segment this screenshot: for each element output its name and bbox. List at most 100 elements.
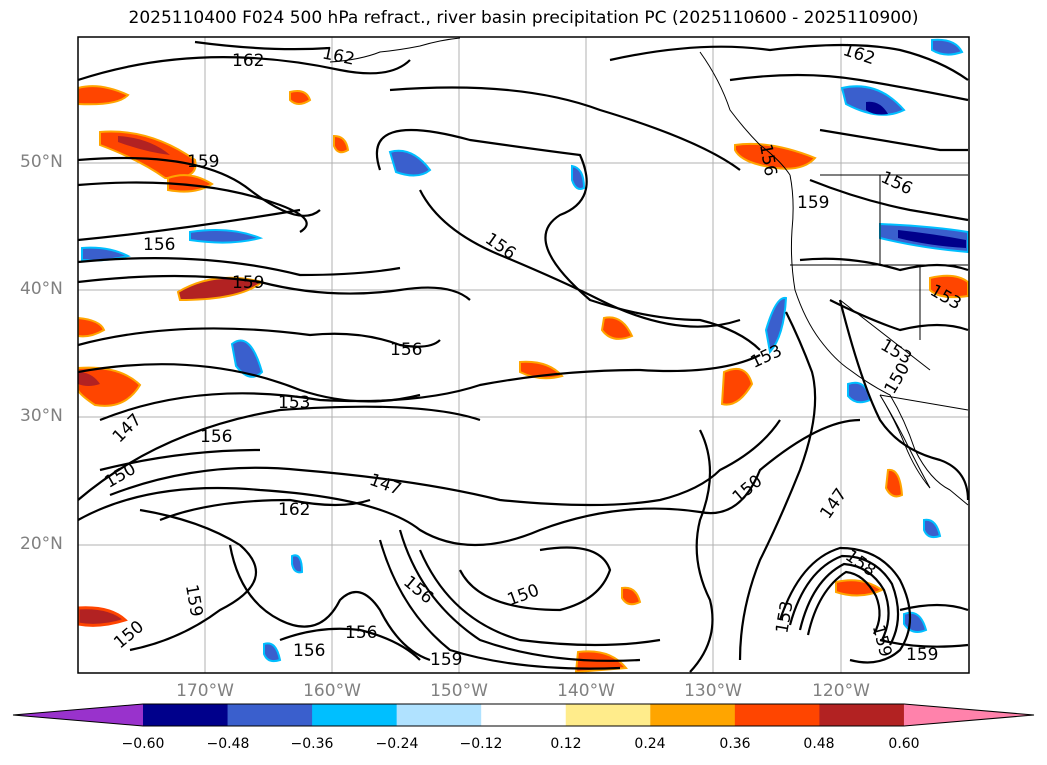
contour-label: 159 (187, 152, 219, 172)
shade-negative-area (291, 554, 304, 574)
colorbar-outline (12, 703, 1035, 727)
lat-label-30: 30°N (20, 406, 63, 426)
shaded-precip-areas (78, 38, 969, 673)
shade-negative-area (898, 230, 966, 248)
shade-positive-area (720, 368, 754, 406)
contour-label: 159 (430, 650, 462, 670)
colorbar-tick: −0.12 (459, 736, 503, 752)
lon-label-170w: 170°W (176, 681, 234, 701)
contour-label: 159 (232, 273, 264, 293)
contour-line (378, 539, 621, 670)
colorbar-tick: 0.12 (550, 736, 582, 752)
colorbar-extend-max (903, 704, 1034, 726)
contour-label: 159 (797, 193, 829, 213)
shade-negative-area (263, 642, 282, 663)
shade-positive-area (621, 586, 642, 606)
coastline-alaska (329, 37, 461, 63)
shade-negative-area (764, 296, 788, 355)
colorbar-segment (481, 704, 567, 726)
shade-positive-area (734, 142, 817, 170)
contour-line (279, 627, 421, 661)
shade-positive-area (167, 174, 214, 193)
contour-line (419, 189, 741, 328)
contour-line (738, 311, 817, 661)
contour-line (78, 327, 441, 348)
gridlines (78, 37, 969, 673)
colorbar-tick: −0.48 (206, 736, 250, 752)
state-border (839, 299, 931, 371)
contour-line (689, 429, 714, 673)
colorbar-segment (227, 704, 313, 726)
shade-negative-area (840, 85, 906, 116)
contour-line (194, 40, 331, 51)
lon-label-120w: 120°W (812, 681, 870, 701)
shade-positive-area (289, 90, 312, 105)
colorbar-segment (143, 704, 229, 726)
contour-line (78, 274, 471, 301)
contour-line (609, 43, 969, 81)
contour-line (99, 354, 761, 422)
contour-line (78, 181, 308, 233)
colorbar-extend-min (13, 704, 143, 726)
colorbar-tick: −0.36 (290, 736, 334, 752)
map-background (78, 37, 969, 673)
contour-line (778, 546, 911, 664)
border-us-mexico (879, 394, 969, 411)
contour-line (459, 546, 612, 612)
contour-line (806, 570, 881, 636)
contour-line (375, 128, 761, 351)
colorbar-segments (13, 704, 1034, 726)
contour-line (129, 508, 257, 652)
lon-label-130w: 130°W (684, 681, 742, 701)
coastline-north-america (789, 174, 969, 506)
contour-label: 159 (906, 645, 938, 665)
shade-positive-area (835, 579, 885, 597)
lat-label-20: 20°N (20, 534, 63, 554)
lon-label-160w: 160°W (303, 681, 361, 701)
contour-line (899, 603, 969, 612)
contour-line (109, 419, 781, 507)
colorbar-segment (565, 704, 651, 726)
colorbar-segment (396, 704, 482, 726)
contour-line (729, 73, 969, 102)
shade-positive-area (78, 316, 106, 338)
contour-line (799, 257, 969, 272)
contour-line (78, 257, 401, 277)
shade-negative-area (189, 229, 264, 244)
contour-line (879, 638, 969, 648)
contour-line (398, 529, 641, 662)
shade-negative-area (388, 149, 432, 177)
shade-positive-area (929, 274, 969, 299)
lat-label-40: 40°N (20, 279, 63, 299)
colorbar-tick: 0.48 (803, 736, 835, 752)
contour-line (78, 56, 411, 82)
contour-line (418, 549, 661, 647)
contour-line (829, 299, 969, 332)
coastline-alaska (699, 51, 791, 176)
map-plot[interactable]: 162 162 162 159 156 159 156 156 153 156 … (0, 0, 1047, 700)
contour-label: 156 (345, 623, 377, 643)
shade-positive-area (884, 468, 904, 498)
lon-label-150w: 150°W (430, 681, 488, 701)
contour-line (159, 498, 371, 522)
shade-positive-area (78, 85, 130, 106)
shade-negative-area (923, 518, 942, 539)
contour-line (228, 544, 431, 662)
shade-positive-area (333, 134, 350, 154)
shade-positive-area (78, 372, 100, 386)
colorbar-segment (819, 704, 905, 726)
contour-line (99, 448, 261, 472)
contour-label: 162 (278, 500, 310, 520)
colorbar-segment (734, 704, 820, 726)
shade-negative-area (571, 164, 586, 190)
contour-label: 162 (232, 51, 264, 71)
contour-label: 153 (278, 393, 310, 413)
shade-negative-area (866, 101, 888, 115)
colorbar-segment (312, 704, 398, 726)
contour-label: 156 (390, 340, 422, 360)
map-frame (77, 36, 970, 674)
refractivity-contours (78, 40, 969, 673)
contour-line (798, 562, 890, 641)
shade-negative-area (931, 38, 964, 56)
contour-line (788, 554, 900, 646)
